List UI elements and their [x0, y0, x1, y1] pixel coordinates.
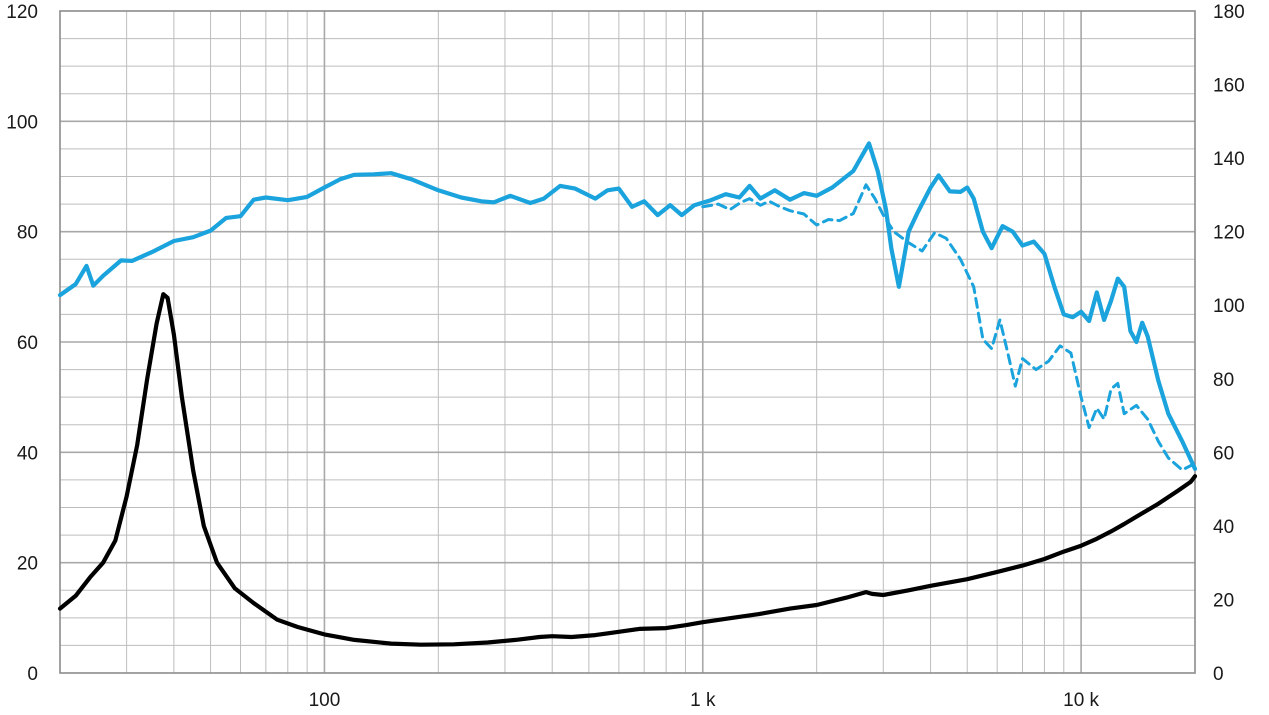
series-layer: [57, 141, 1198, 647]
major-gridlines: [60, 11, 1195, 673]
left-y-tick-label-5: 100: [6, 112, 38, 133]
plot-area-frame: [59, 10, 1196, 674]
series-line-1: [701, 183, 1197, 472]
right-axis-tick-labels: 0 20 40 60 80 100 120 140 160 180: [1213, 2, 1245, 685]
right-y-tick-label-0: 0: [1213, 664, 1224, 685]
x-tick-label-2: 10 k: [1063, 690, 1099, 711]
right-y-tick-label-2: 40: [1213, 517, 1234, 538]
left-y-tick-label-0: 0: [27, 664, 38, 685]
right-y-tick-label-4: 80: [1213, 370, 1234, 391]
right-y-tick-label-3: 60: [1213, 443, 1234, 464]
right-y-tick-label-8: 160: [1213, 76, 1245, 97]
series-line-2: [57, 292, 1198, 647]
left-y-tick-label-2: 40: [17, 443, 38, 464]
right-y-tick-label-7: 140: [1213, 149, 1245, 170]
x-axis-tick-labels: 100 1 k 10 k: [309, 690, 1100, 711]
left-axis-tick-labels: 0 20 40 60 80 100 120: [6, 2, 38, 685]
x-tick-label-1: 1 k: [690, 690, 716, 711]
x-tick-label-0: 100: [309, 690, 341, 711]
right-y-tick-label-9: 180: [1213, 2, 1245, 23]
right-y-tick-label-5: 100: [1213, 296, 1245, 317]
left-y-tick-label-4: 80: [17, 223, 38, 244]
right-y-tick-label-6: 120: [1213, 223, 1245, 244]
left-y-tick-label-1: 20: [17, 554, 38, 575]
right-y-tick-label-1: 20: [1213, 590, 1234, 611]
left-y-tick-label-6: 120: [6, 2, 38, 23]
series-line-0: [57, 141, 1198, 471]
left-y-tick-label-3: 60: [17, 333, 38, 354]
